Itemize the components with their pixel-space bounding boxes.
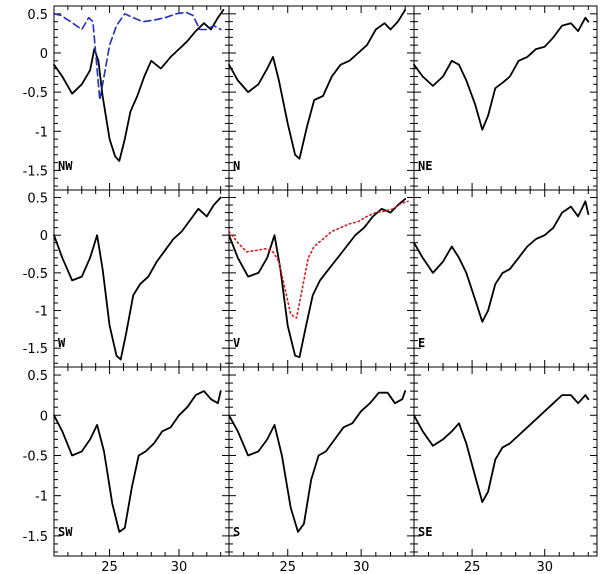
x-tick-label: 30 (536, 560, 553, 574)
y-tick-label: -1.5 (23, 530, 48, 545)
panel-frame (413, 366, 598, 557)
series-line-solid (53, 390, 222, 533)
panel-label: SW (58, 525, 73, 539)
y-tick-label: -1 (35, 125, 48, 140)
series-line-solid (413, 200, 590, 323)
panel-n: N (228, 5, 415, 191)
panel-s: 25 30 S (228, 366, 415, 574)
panel-sw: 0.5 0 -0.5 -1 -1.5 25 30 SW (23, 366, 230, 574)
x-tick-label: 25 (101, 560, 118, 574)
panel-ne: NE (413, 5, 598, 191)
y-tick-label: -0.5 (23, 449, 48, 464)
panel-frame (413, 5, 598, 191)
panel-label: W (58, 336, 66, 350)
y-tick-label: -1 (35, 490, 48, 505)
panel-label: E (418, 336, 425, 350)
panel-label: SE (418, 525, 432, 539)
series-line-dashed (53, 11, 222, 101)
x-tick-label: 30 (171, 560, 188, 574)
panel-frame (228, 366, 415, 557)
panel-label: NE (418, 159, 432, 173)
series-line-dotted (228, 200, 409, 319)
series-line-solid (228, 390, 407, 533)
x-tick-label: 25 (464, 560, 481, 574)
y-tick-label: 0 (40, 47, 48, 62)
y-tick-label: 0 (40, 409, 48, 424)
series-line-solid (228, 8, 407, 160)
series-line-solid (413, 16, 590, 131)
panel-frame (53, 189, 230, 368)
panel-frame (413, 189, 598, 368)
panel-frame (228, 5, 415, 191)
y-tick-label: -0.5 (23, 86, 48, 101)
panel-e: E (413, 189, 598, 368)
panel-label: N (233, 159, 240, 173)
y-tick-label: 0.5 (27, 8, 48, 23)
series-line-solid (413, 394, 590, 504)
y-tick-label: -1.5 (23, 342, 48, 357)
series-line-solid (53, 8, 225, 162)
series-line-solid (228, 198, 407, 359)
x-tick-label: 30 (353, 560, 370, 574)
panel-label: S (233, 525, 240, 539)
y-tick-label: -1 (35, 305, 48, 320)
y-tick-label: 0.5 (27, 369, 48, 384)
y-tick-label: 0 (40, 229, 48, 244)
panel-v: V (228, 189, 415, 368)
y-tick-label: -0.5 (23, 267, 48, 282)
panel-w: 0.5 0 -0.5 -1 -1.5 W (23, 189, 230, 368)
series-line-solid (53, 196, 222, 361)
x-tick-label: 25 (279, 560, 296, 574)
panel-label: NW (58, 159, 73, 173)
panel-frame (53, 366, 230, 557)
panel-nw: 0.5 0 -0.5 -1 -1.5 NW (23, 5, 230, 191)
panel-frame (53, 5, 230, 191)
panel-se: 25 30 SE (413, 366, 598, 574)
panel-label: V (233, 336, 240, 350)
y-tick-label: 0.5 (27, 192, 48, 207)
y-tick-label: -1.5 (23, 164, 48, 179)
